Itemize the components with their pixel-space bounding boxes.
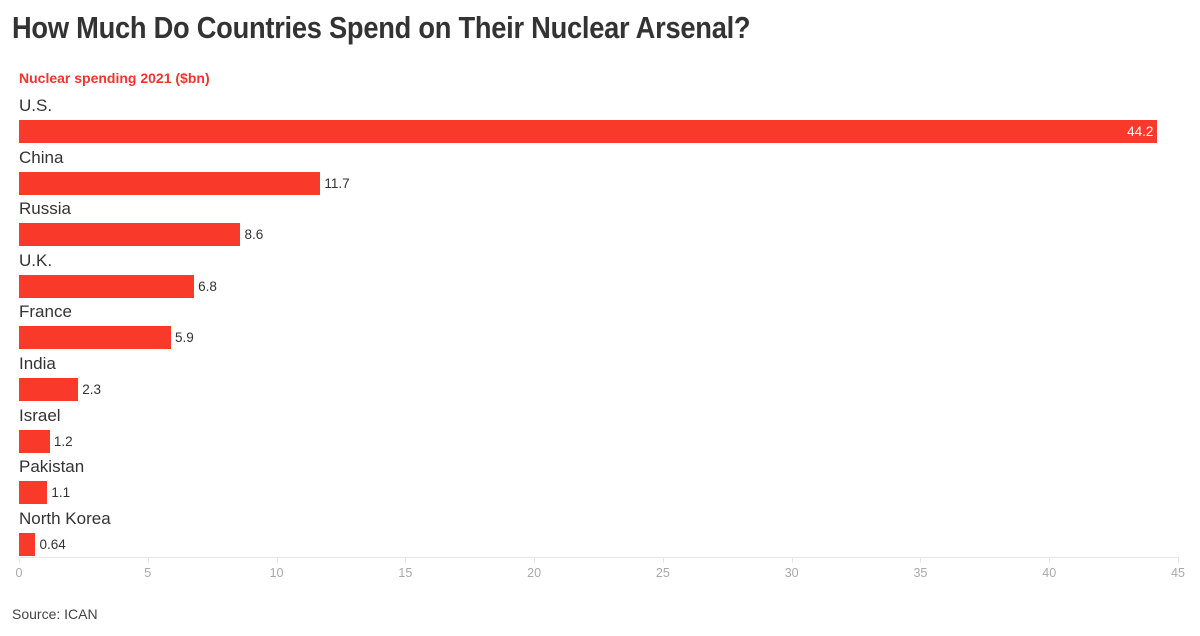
chart-subtitle: Nuclear spending 2021 ($bn)	[19, 70, 210, 86]
category-label: China	[19, 147, 64, 167]
value-label: 11.7	[324, 175, 350, 191]
category-label: India	[19, 354, 56, 373]
category-label: Israel	[19, 405, 61, 425]
chart-title: How Much Do Countries Spend on Their Nuc…	[12, 10, 751, 45]
bar-row: India 2.3	[19, 354, 1179, 404]
bar-row: North Korea 0.64	[19, 509, 1179, 559]
x-axis-tick	[147, 557, 149, 563]
x-axis-tick-label: 40	[1042, 566, 1057, 580]
category-label: U.K.	[19, 250, 53, 270]
x-axis-tick	[1178, 557, 1179, 563]
bar[interactable]	[19, 223, 241, 247]
category-label: North Korea	[19, 508, 111, 528]
bar[interactable]	[19, 481, 48, 505]
bar-chart: U.S. 44.2 China 11.7 Russia 8.6 U.K. 6.8 France 5…	[16, 96, 1185, 580]
x-axis-tick-label: 10	[269, 566, 284, 580]
x-axis-tick-label: 30	[784, 566, 799, 580]
value-label: 2.3	[82, 382, 102, 397]
x-axis-tick	[19, 557, 20, 563]
x-axis-tick-label: 45	[1171, 566, 1185, 580]
bar-row: Russia 8.6	[19, 199, 1179, 249]
bar[interactable]	[19, 429, 50, 453]
x-axis-tick	[920, 557, 922, 563]
bar[interactable]	[19, 378, 79, 401]
value-label: 44.2	[1127, 124, 1154, 139]
bar-row: U.K. 6.8	[19, 251, 1179, 301]
bar[interactable]	[19, 171, 321, 195]
bar-row: U.S. 44.2	[19, 96, 1179, 146]
value-label: 8.6	[244, 227, 264, 243]
category-label: U.S.	[19, 96, 53, 115]
bar[interactable]	[19, 120, 1158, 143]
x-axis-tick	[534, 557, 536, 563]
value-label: 0.64	[39, 536, 66, 552]
bar-row: Pakistan 1.1	[19, 457, 1179, 507]
x-axis-line	[19, 557, 1178, 558]
value-label: 5.9	[174, 330, 194, 346]
x-axis-tick	[276, 557, 278, 563]
x-axis-tick	[1049, 557, 1051, 563]
x-axis-tick	[405, 557, 407, 563]
x-axis-tick-label: 20	[527, 566, 542, 580]
value-label: 6.8	[198, 278, 217, 294]
bar-row: France 5.9	[19, 302, 1179, 352]
x-axis-tick	[662, 557, 664, 563]
x-axis-tick	[791, 557, 793, 563]
bar-row: Israel 1.2	[19, 406, 1179, 456]
value-label: 1.2	[53, 433, 73, 449]
bar-row: China 11.7	[19, 148, 1179, 198]
category-label: Russia	[19, 199, 71, 219]
value-label: 1.1	[51, 485, 71, 501]
source-note: Source: ICAN	[12, 606, 98, 622]
x-axis-tick-label: 5	[144, 566, 152, 580]
category-label: Pakistan	[19, 457, 85, 477]
x-axis-tick-label: 15	[398, 566, 413, 580]
x-axis-tick-label: 0	[15, 566, 23, 580]
bar[interactable]	[19, 274, 195, 298]
category-label: France	[19, 302, 72, 322]
bar[interactable]	[19, 326, 171, 350]
x-axis-tick-label: 35	[913, 566, 928, 580]
bar[interactable]	[19, 532, 36, 556]
x-axis-tick-label: 25	[655, 566, 670, 580]
